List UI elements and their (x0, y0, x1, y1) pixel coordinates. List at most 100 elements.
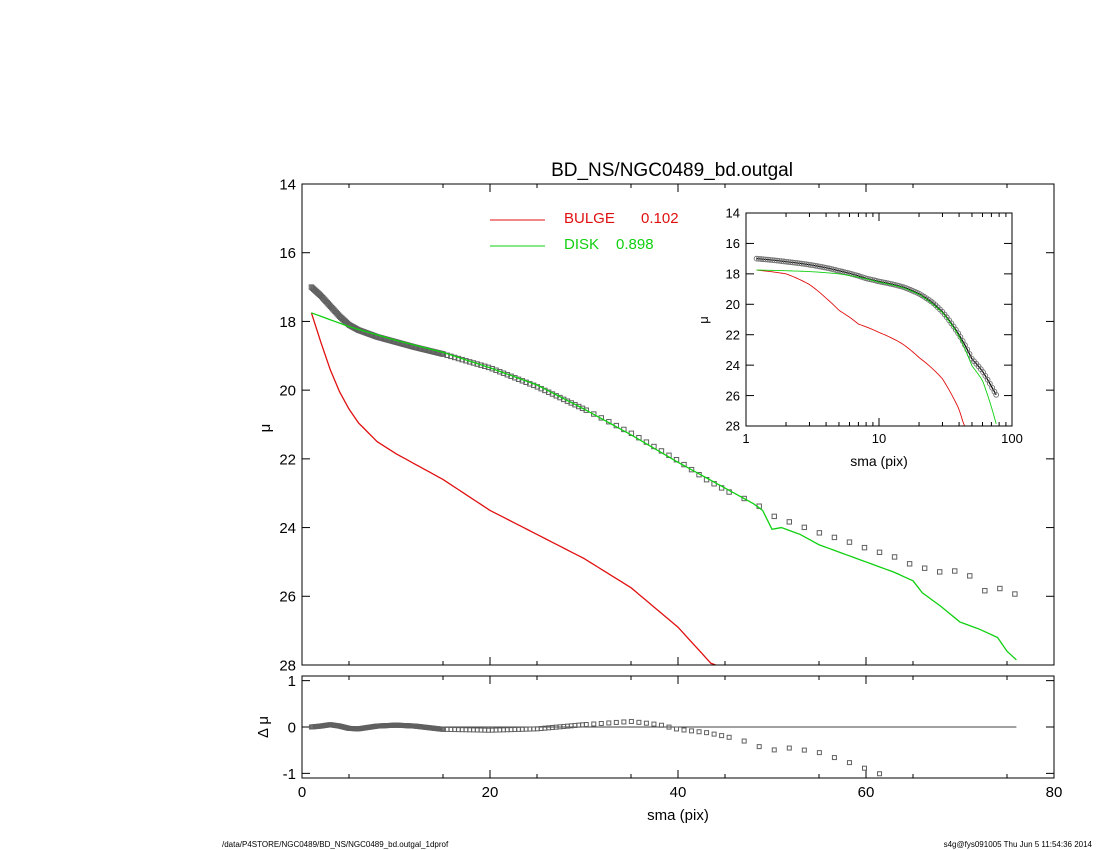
residual-point-167 (673, 726, 679, 732)
inset-ticks: 1 10 100 14 16 18 20 22 24 26 28 (726, 206, 1023, 446)
main-data-point-129 (485, 364, 492, 371)
footer-stamp: s4g@fys091005 Thu Jun 5 11:54:36 2014 (943, 840, 1092, 849)
residual-point-179 (801, 747, 807, 753)
residual-panel: 0 20 40 60 80-101 Δ μ sma (pix) (255, 673, 1062, 824)
main-ticks: 14 16 18 20 22 24 26 28 (279, 176, 1055, 674)
inset-x-tick-label-0: 1 (742, 431, 749, 446)
legend-bulge-value: 0.102 (641, 210, 679, 227)
main-line-bulge (310, 312, 716, 666)
inset-x-tick-label-1: 10 (872, 431, 886, 446)
main-data-point-178 (786, 519, 792, 525)
main-y-tick-label-7: 28 (279, 657, 296, 674)
main-data-point-191 (982, 588, 988, 594)
residual-frame (301, 675, 1055, 779)
residual-point-163 (643, 720, 649, 726)
footer-path: /data/P4STORE/NGC0489/BD_NS/NGC0489_bd.o… (222, 840, 449, 849)
main-plot-area (308, 284, 1018, 666)
main-y-tick-label-4: 22 (279, 451, 296, 468)
main-data-point-190 (967, 573, 973, 579)
residual-point-160 (621, 719, 627, 725)
residual-point-182 (846, 760, 852, 766)
main-data-point-180 (816, 530, 823, 536)
inset-y-tick-label-2: 18 (726, 267, 740, 282)
inset-y-tick-label-3: 20 (726, 297, 740, 312)
main-data-point-184 (876, 549, 883, 556)
main-data-point-186 (906, 561, 913, 567)
main-panel: BD_NS/NGC0489_bd.outgal 14 16 18 20 22 24 26 28… (257, 160, 1055, 674)
main-data-point-192 (997, 585, 1003, 592)
residual-point-174 (726, 734, 732, 740)
inset-line-bulge (756, 269, 965, 427)
residual-ticks: 0 20 40 60 80-101 (283, 673, 1063, 801)
main-y-tick-label-3: 20 (279, 383, 296, 400)
inset-frame (745, 212, 1013, 427)
residual-point-168 (681, 727, 687, 733)
residual-point-158 (606, 720, 612, 726)
residual-point-157 (598, 720, 604, 726)
residual-point-172 (711, 731, 717, 737)
inset-y-tick-label-4: 22 (726, 327, 740, 342)
main-y-tick-label-1: 16 (279, 245, 296, 262)
residual-point-178 (786, 745, 792, 751)
residual-point-166 (666, 724, 672, 730)
inset-line-disk (756, 269, 997, 424)
residual-point-171 (704, 730, 710, 736)
residual-x-tick-label-1: 20 (482, 784, 499, 801)
residual-point-175 (741, 738, 747, 744)
main-data-point-119 (448, 353, 454, 360)
inset-data-point-105 (991, 388, 998, 395)
inset-plot-area (753, 255, 999, 427)
residual-x-tick-label-4: 80 (1046, 784, 1063, 801)
inset-y-tick-label-5: 24 (726, 358, 740, 373)
residual-point-177 (771, 747, 777, 753)
main-data-point-187 (921, 565, 928, 571)
inset-x-tick-label-2: 100 (1001, 431, 1023, 446)
main-line-disk (311, 312, 1017, 661)
residual-x-tick-label-3: 60 (858, 784, 875, 801)
inset-y-tick-label-1: 16 (726, 236, 740, 251)
residual-point-183 (861, 765, 867, 771)
main-data-point-181 (831, 534, 838, 541)
main-y-tick-label-6: 26 (279, 589, 296, 606)
legend-disk-value: 0.898 (616, 236, 654, 253)
main-data-point-175 (741, 495, 747, 502)
main-data-point-182 (846, 539, 853, 545)
residual-point-184 (877, 771, 883, 777)
residual-point-162 (636, 719, 642, 725)
inset-data-point-92 (962, 342, 968, 348)
residual-x-tick-label-2: 40 (670, 784, 687, 801)
residual-y-axis-label: Δ μ (255, 716, 272, 738)
residual-plot-area (308, 718, 1017, 777)
legend: BULGE 0.102 DISK 0.898 (490, 210, 679, 253)
main-data-point-185 (891, 554, 898, 560)
residual-point-165 (658, 722, 664, 728)
inset-y-tick-label-7: 28 (726, 419, 740, 434)
main-data-point-193 (1012, 591, 1018, 597)
residual-point-155 (583, 722, 589, 728)
residual-point-173 (719, 733, 725, 739)
residual-x-axis-label: sma (pix) (647, 807, 709, 824)
legend-bulge-label: BULGE (564, 210, 615, 227)
inset-y-tick-label-6: 26 (726, 388, 740, 403)
residual-point-176 (756, 744, 762, 750)
residual-y-tick-label-1: 0 (288, 719, 296, 736)
main-data-point-130 (489, 366, 495, 372)
residual-point-180 (816, 750, 822, 756)
main-data-point-156 (591, 411, 597, 417)
residual-point-161 (628, 718, 634, 724)
residual-point-181 (831, 755, 837, 761)
main-title: BD_NS/NGC0489_bd.outgal (551, 160, 793, 181)
inset-y-tick-label-0: 14 (726, 206, 740, 221)
inset-y-axis-label: μ (696, 316, 711, 324)
legend-disk-label: DISK (564, 236, 599, 253)
main-y-tick-label-0: 14 (279, 176, 296, 193)
residual-point-159 (613, 719, 619, 725)
main-data-point-169 (688, 466, 695, 473)
main-frame (301, 183, 1055, 666)
main-data-point-189 (952, 568, 958, 574)
residual-point-156 (591, 721, 597, 727)
inset-x-axis-label: sma (pix) (850, 453, 908, 469)
residual-point-170 (696, 729, 702, 735)
residual-x-tick-label-0: 0 (298, 784, 306, 801)
